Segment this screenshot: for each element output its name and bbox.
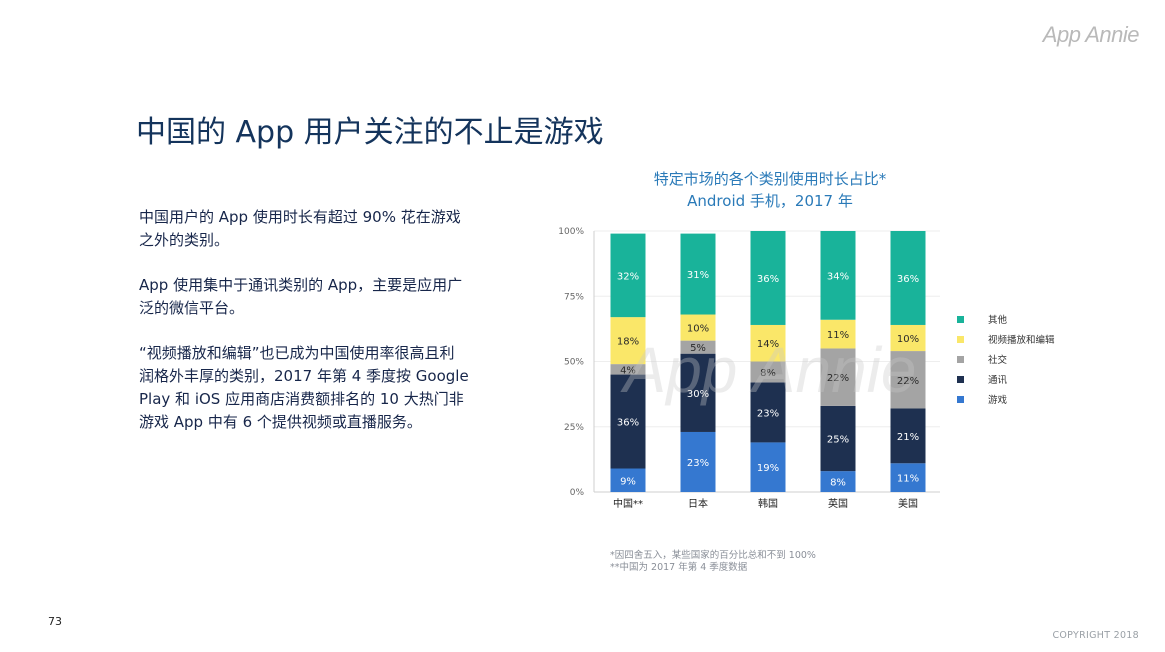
- bar-segment: [820, 405, 856, 472]
- bar-segment: [680, 353, 716, 432]
- bar-segment: [890, 231, 926, 325]
- data-label: 34%: [827, 271, 849, 282]
- data-label: 31%: [687, 270, 709, 281]
- paragraph-1: 中国用户的 App 使用时长有超过 90% 花在游戏之外的类别。: [139, 208, 461, 249]
- data-label: 10%: [687, 324, 709, 335]
- data-label: 5%: [690, 343, 706, 354]
- data-label: 36%: [757, 274, 779, 285]
- app-annie-logo: App Annie: [1042, 22, 1140, 47]
- footnote-2: **中国为 2017 年第 4 季度数据: [610, 562, 748, 573]
- data-label: 25%: [827, 434, 849, 445]
- paragraph-3: “视频播放和编辑”也已成为中国使用率很高且利润格外丰厚的类别，2017 年第 4…: [139, 344, 469, 431]
- data-label: 10%: [897, 334, 919, 345]
- data-label: 36%: [897, 274, 919, 285]
- footnotes: *因四舍五入，某些国家的百分比总和不到 100% **中国为 2017 年第 4…: [610, 550, 816, 574]
- data-label: 23%: [757, 408, 779, 419]
- bar-segment: [680, 314, 716, 341]
- legend-label: 视频播放和编辑: [988, 334, 1055, 346]
- y-tick-label: 50%: [564, 358, 584, 368]
- legend-label: 社交: [988, 354, 1008, 366]
- legend-label: 通讯: [988, 375, 1008, 386]
- legend-label: 游戏: [988, 394, 1008, 406]
- paragraph-2: App 使用集中于通讯类别的 App，主要是应用广泛的微信平台。: [139, 276, 463, 317]
- chart-subtitle: Android 手机，2017 年: [687, 192, 853, 210]
- page-number: 73: [48, 615, 62, 628]
- bar-segment: [610, 374, 646, 469]
- bar-segment: [820, 231, 856, 320]
- copyright: COPYRIGHT 2018: [1052, 630, 1139, 641]
- bar-segment: [750, 324, 786, 362]
- data-label: 9%: [620, 476, 636, 487]
- data-label: 21%: [897, 432, 919, 443]
- bar-segment: [890, 408, 926, 464]
- data-label: 11%: [827, 330, 849, 341]
- bar-segment: [680, 431, 716, 492]
- y-tick-label: 75%: [564, 292, 584, 302]
- data-label: 18%: [617, 337, 639, 348]
- data-label: 23%: [687, 458, 709, 469]
- bar-segment: [820, 348, 856, 406]
- x-tick-label: 美国: [898, 497, 918, 510]
- data-label: 19%: [757, 463, 779, 474]
- bar-segment: [750, 361, 786, 383]
- legend-swatch: [957, 356, 964, 363]
- legend-label: 其他: [988, 314, 1008, 326]
- x-tick-label: 日本: [688, 497, 708, 510]
- y-tick-label: 25%: [564, 423, 584, 433]
- bar-segment: [610, 468, 646, 492]
- page-title: 中国的 App 用户关注的不止是游戏: [136, 115, 604, 150]
- body-text: 中国用户的 App 使用时长有超过 90% 花在游戏之外的类别。 App 使用集…: [139, 206, 469, 456]
- bar-segment: [680, 340, 716, 354]
- data-label: 8%: [830, 478, 846, 489]
- data-label: 22%: [827, 373, 849, 384]
- data-label: 22%: [897, 376, 919, 387]
- data-label: 32%: [617, 271, 639, 282]
- legend-swatch: [957, 376, 964, 383]
- x-tick-label: 中国**: [613, 497, 643, 510]
- bar-segment: [820, 319, 856, 349]
- legend-swatch: [957, 336, 964, 343]
- bar-segment: [610, 364, 646, 375]
- footnote-1: *因四舍五入，某些国家的百分比总和不到 100%: [610, 550, 816, 561]
- y-tick-label: 0%: [570, 488, 585, 498]
- bar-segment: [750, 231, 786, 325]
- data-label: 11%: [897, 474, 919, 485]
- bar-segment: [750, 382, 786, 443]
- bar-segment: [820, 471, 856, 492]
- data-label: 8%: [760, 368, 776, 379]
- bar-segment: [890, 463, 926, 492]
- chart-watermark: App Annie: [620, 334, 917, 406]
- bar-segment: [750, 442, 786, 492]
- data-label: 14%: [757, 339, 779, 350]
- chart-title-block: 特定市场的各个类别使用时长占比* Android 手机，2017 年: [560, 168, 980, 212]
- chart-title: 特定市场的各个类别使用时长占比*: [653, 170, 887, 188]
- data-label: 30%: [687, 389, 709, 400]
- x-tick-label: 韩国: [758, 497, 778, 510]
- x-tick-label: 英国: [828, 497, 848, 510]
- bar-segment: [610, 233, 646, 318]
- y-tick-label: 100%: [558, 227, 584, 237]
- data-label: 36%: [617, 418, 639, 429]
- legend-swatch: [957, 396, 964, 403]
- bar-segment: [890, 324, 926, 352]
- data-label: 4%: [620, 365, 636, 376]
- bar-segment: [610, 317, 646, 365]
- legend-swatch: [957, 316, 964, 323]
- bar-segment: [890, 351, 926, 409]
- bar-segment: [680, 233, 716, 315]
